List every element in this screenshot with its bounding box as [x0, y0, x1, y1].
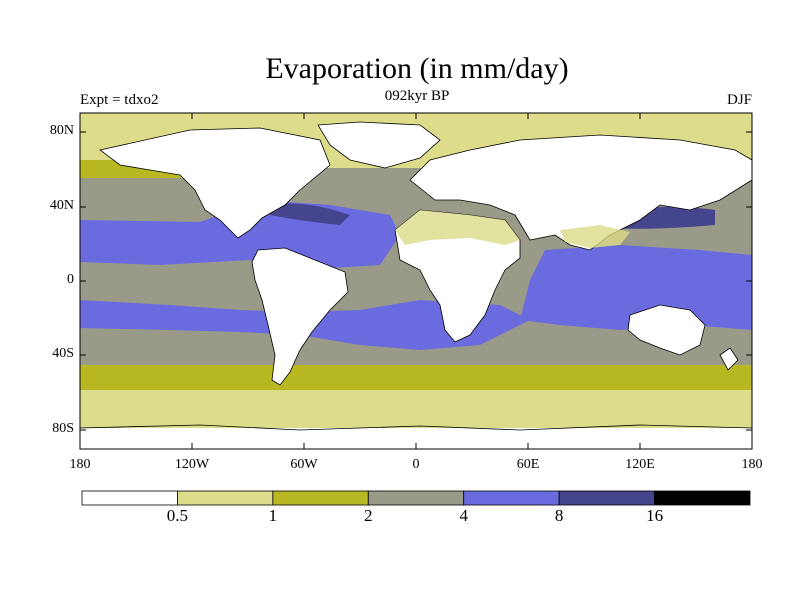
- lat-tick-label: 80N: [49, 123, 74, 138]
- colorbar-label: 8: [554, 506, 564, 525]
- colorbar-swatch: [177, 490, 274, 506]
- experiment-label: Expt = tdxo2: [80, 92, 159, 108]
- colorbar-swatch: [272, 490, 369, 506]
- colorbar-label: 2: [364, 506, 373, 525]
- lon-tick-label: 180: [741, 457, 763, 472]
- lon-tick-label: 60E: [516, 457, 540, 472]
- colorbar-swatch: [654, 490, 751, 506]
- greenland: [317, 121, 441, 169]
- colorbar-swatch: [463, 490, 560, 506]
- lon-tick-label: 120E: [625, 457, 655, 472]
- map-title: Evaporation (in mm/day): [265, 52, 569, 85]
- band-south-high: [80, 390, 752, 430]
- colorbar-label: 0.5: [166, 506, 189, 525]
- band-indian-westpacific: [520, 245, 752, 330]
- map-ticks: [79, 113, 753, 449]
- lon-tick-label: 120W: [174, 457, 210, 472]
- continents: [80, 121, 752, 449]
- lon-tick-label: 60W: [290, 457, 318, 472]
- colorbar-swatch: [367, 490, 465, 506]
- new-zealand: [719, 347, 739, 371]
- colorbar-swatch: [558, 490, 655, 506]
- south-america: [251, 247, 349, 386]
- lat-tick-label: 40S: [52, 346, 74, 361]
- season-label: DJF: [726, 92, 752, 108]
- period-label: 092kyr BP: [384, 88, 450, 104]
- colorbar-label: 16: [646, 506, 664, 525]
- antarctic-coast: [80, 424, 752, 431]
- map-field: [80, 113, 752, 449]
- lon-tick-label: 0: [412, 457, 420, 472]
- antarctica: [80, 428, 752, 449]
- lat-tick-label: 0: [67, 272, 74, 287]
- australia: [627, 304, 706, 356]
- gulf-stream-max: [270, 203, 350, 225]
- colorbar-swatch: [81, 490, 178, 506]
- africa: [394, 209, 521, 343]
- colorbar-label: 4: [459, 506, 468, 525]
- colorbar-label: 1: [268, 506, 278, 525]
- band-south-mid: [80, 365, 752, 393]
- southeast-asia-fringe: [560, 225, 630, 248]
- colorbar: [81, 490, 751, 506]
- eurasia: [409, 134, 752, 251]
- lon-tick-label: 180: [69, 457, 91, 472]
- north-america: [99, 127, 331, 239]
- equatorial-cold-tongue: [80, 278, 400, 294]
- lat-tick-label: 80S: [52, 421, 74, 436]
- lat-tick-label: 40N: [49, 198, 74, 213]
- sahara-fringe: [395, 210, 520, 245]
